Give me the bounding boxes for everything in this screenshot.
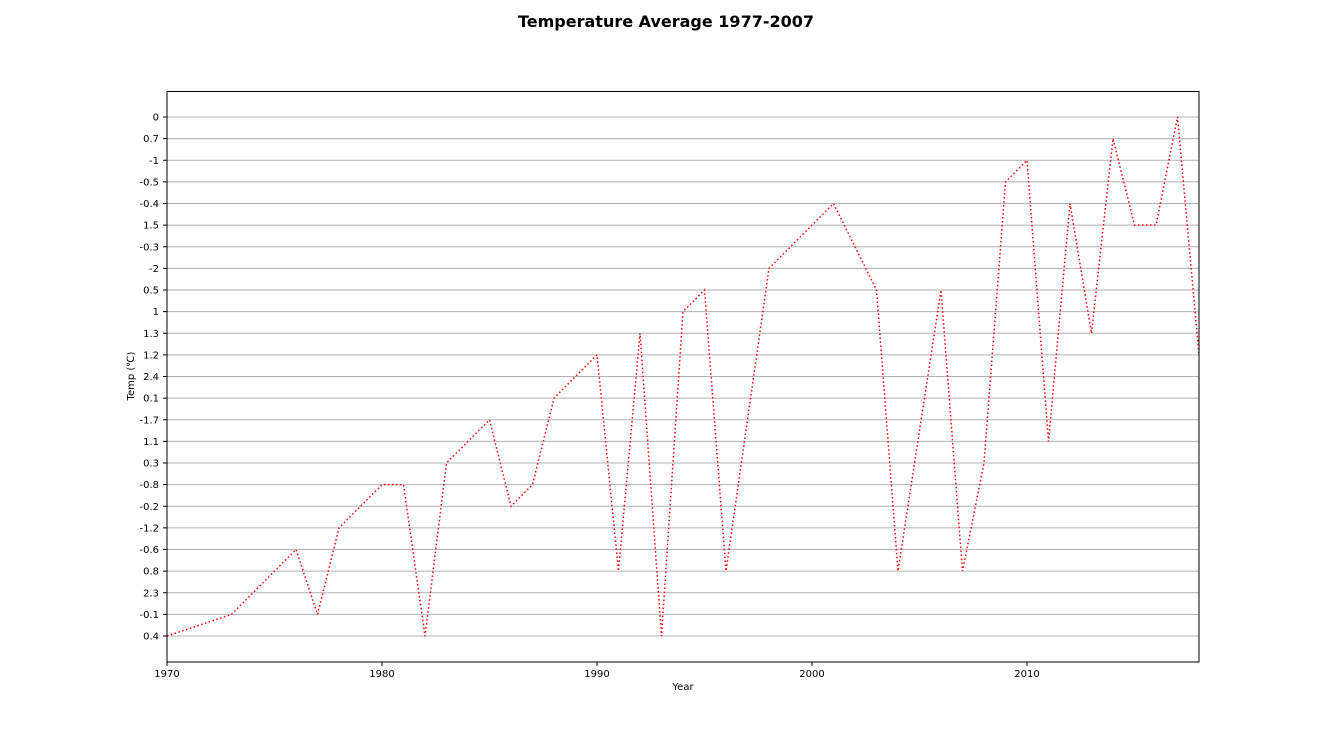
- y-axis-label: Temp (℃): [126, 351, 137, 401]
- x-tick-label: 1970: [154, 669, 179, 680]
- plot-frame: [166, 91, 1200, 663]
- y-tick-label: -1.7: [139, 415, 159, 426]
- y-tick-label: -0.5: [139, 177, 159, 188]
- x-axis-ticks: 1970 1980 1990 2000 2010: [154, 662, 1040, 680]
- y-axis-ticks: 0.4 -0.1 2.3 0.8 -0.6 -1.2 -0.2 -0.8 0.3 1.1 -1.7 0…: [139, 113, 167, 643]
- x-tick-label: 2000: [799, 669, 824, 680]
- y-tick-label: -2: [149, 264, 159, 275]
- x-tick-label: 1980: [369, 669, 394, 680]
- y-tick-label: 2.4: [143, 372, 159, 383]
- series-temperature: [166, 116, 1200, 637]
- y-tick-label: 0.7: [143, 134, 159, 145]
- chart-title: Temperature Average 1977-2007: [518, 12, 814, 31]
- y-tick-label: 0.1: [143, 394, 159, 405]
- x-tick-label: 1990: [584, 669, 609, 680]
- y-tick-label: -1.2: [139, 523, 159, 534]
- y-tick-label: 0.3: [143, 459, 159, 470]
- series-line: [166, 116, 1200, 637]
- y-tick-label: 2.3: [143, 588, 159, 599]
- y-tick-label: 1.3: [143, 329, 159, 340]
- y-tick-label: 0: [153, 113, 159, 124]
- y-tick-label: -0.1: [139, 610, 159, 621]
- y-tick-label: -0.8: [139, 480, 159, 491]
- y-tick-label: -1: [149, 156, 159, 167]
- y-tick-label: -0.6: [139, 545, 159, 556]
- y-tick-label: -0.3: [139, 242, 159, 253]
- y-tick-label: 0.4: [143, 632, 159, 643]
- y-tick-label: 1.1: [143, 437, 159, 448]
- x-axis-label: Year: [671, 682, 694, 693]
- y-tick-label: 1.2: [143, 350, 159, 361]
- y-tick-label: 0.8: [143, 567, 159, 578]
- x-tick-label: 2010: [1014, 669, 1039, 680]
- y-tick-label: -0.2: [139, 502, 159, 513]
- y-tick-label: 1.5: [143, 221, 159, 232]
- y-tick-label: 1: [153, 307, 159, 318]
- y-tick-label: 0.5: [143, 286, 159, 297]
- y-tick-label: -0.4: [139, 199, 159, 210]
